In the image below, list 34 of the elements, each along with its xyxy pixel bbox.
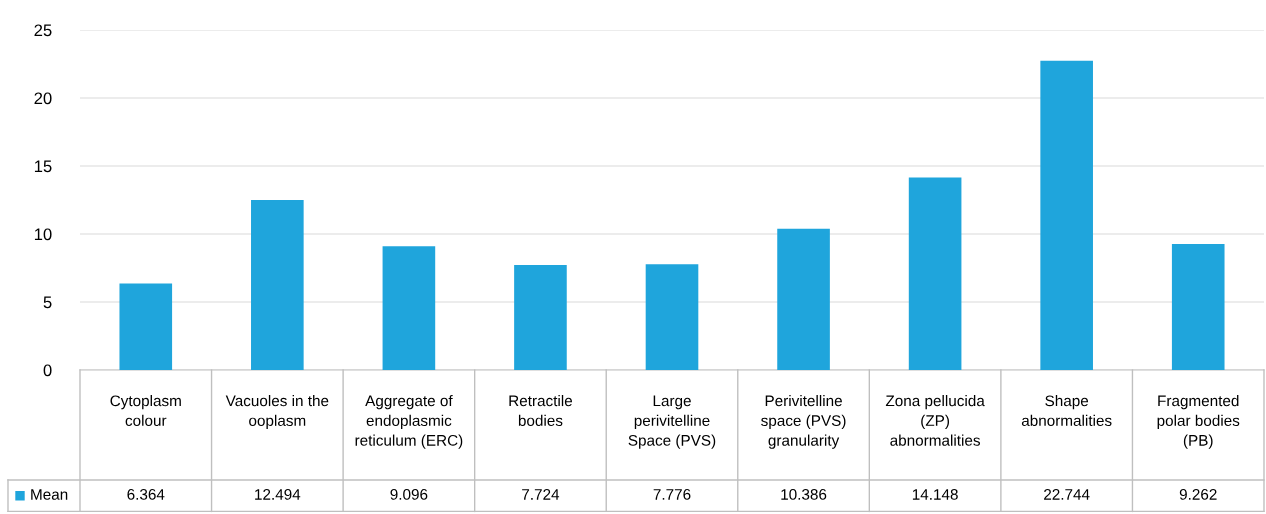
legend-label: Mean	[31, 489, 68, 500]
data-label: 7.776	[653, 489, 691, 500]
x-tick-label: Fragmented polar bodies (PB)	[1157, 395, 1240, 449]
y-tick-label: 0	[43, 364, 52, 377]
data-label: 22.744	[1044, 489, 1090, 500]
x-tick-label: Cytoplasm colour	[110, 395, 181, 426]
y-tick-label: 15	[34, 160, 52, 173]
data-label: 9.096	[390, 489, 428, 500]
x-tick-label: Retractile bodies	[509, 395, 573, 426]
x-tick-label: Vacuoles in the ooplasm	[225, 395, 329, 430]
bar	[514, 264, 567, 370]
y-tick-label: 10	[34, 228, 52, 241]
bar	[1040, 60, 1093, 370]
y-tick-label: 5	[43, 296, 52, 309]
bar	[777, 228, 830, 370]
x-tick-label: Perivitelline space (PVS) granularity	[761, 395, 846, 449]
bar	[119, 283, 173, 370]
bar	[382, 246, 436, 370]
bar	[1171, 244, 1225, 370]
bar	[908, 177, 962, 370]
data-label: 6.364	[127, 489, 165, 500]
data-label: 12.494	[255, 489, 301, 500]
y-tick-label: 20	[34, 92, 52, 105]
bar	[645, 264, 699, 370]
data-label: 14.148	[912, 489, 958, 500]
x-tick-label: Shape abnormalities	[1021, 395, 1112, 426]
x-tick-label: Aggregate of endoplasmic reticulum (ERC)	[355, 395, 463, 449]
x-tick-label: Zona pellucida (ZP) abnormalities	[885, 395, 985, 446]
data-label: 9.262	[1179, 489, 1217, 500]
data-label: 10.386	[781, 489, 827, 500]
bar	[251, 200, 304, 370]
y-tick-label: 25	[34, 24, 52, 37]
x-tick-label: Large perivitelline Space (PVS)	[628, 395, 716, 449]
data-label: 7.724	[522, 489, 560, 500]
